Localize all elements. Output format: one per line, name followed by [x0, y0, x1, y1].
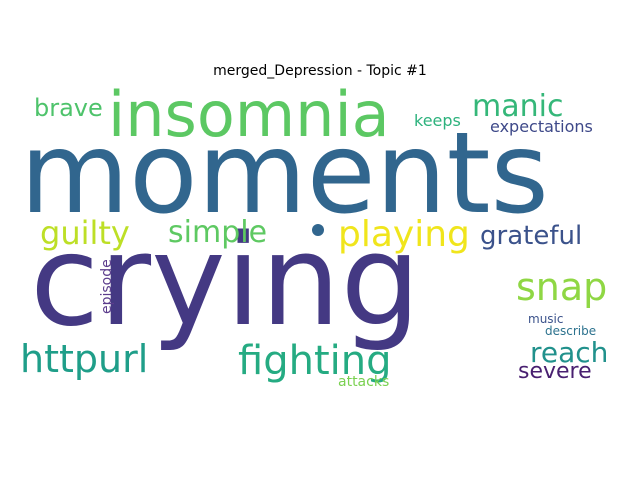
word-fighting: fighting: [238, 338, 391, 384]
word-cloud: moments crying insomnia fighting httpurl play…: [18, 84, 624, 396]
word-reach: reach: [530, 336, 608, 369]
word-insomnia: insomnia: [108, 84, 390, 151]
word-manic: manic: [472, 89, 563, 124]
word-severe: severe: [518, 359, 592, 384]
word-keeps: keeps: [414, 111, 461, 130]
word-crying: crying: [30, 207, 421, 354]
word-music: music: [528, 312, 563, 326]
word-dot-fragment: [312, 224, 324, 236]
word-expectations: expectations: [490, 117, 593, 136]
word-attacks: attacks: [338, 374, 389, 390]
word-simple: simple: [168, 215, 267, 250]
word-grateful: grateful: [480, 221, 582, 251]
word-describe: describe: [545, 324, 596, 338]
word-guilty: guilty: [40, 214, 130, 252]
word-episode: episode: [99, 259, 115, 314]
chart-title: merged_Depression - Topic #1: [213, 63, 427, 79]
word-brave: brave: [34, 94, 103, 122]
word-httpurl: httpurl: [20, 337, 148, 381]
word-playing: playing: [338, 214, 470, 255]
word-moments: moments: [20, 109, 549, 239]
word-snap: snap: [516, 265, 607, 309]
